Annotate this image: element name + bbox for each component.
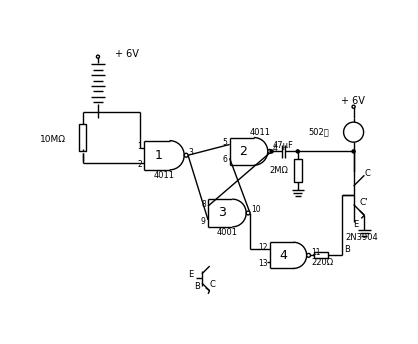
Bar [294,159,302,182]
Circle shape [270,150,273,153]
Text: 10MΩ: 10MΩ [40,135,66,144]
Bar [314,252,328,258]
Text: 1: 1 [155,149,163,162]
Circle shape [344,122,364,142]
Bar [79,125,87,151]
Text: 9: 9 [201,217,206,226]
Circle shape [352,150,355,153]
Text: B: B [344,245,350,254]
Text: 12: 12 [258,243,268,252]
Text: E: E [353,220,359,229]
Text: 4: 4 [280,249,288,262]
Text: 11: 11 [311,248,321,257]
Text: 3: 3 [189,148,194,157]
Text: C: C [210,280,216,289]
Text: 3: 3 [218,206,226,219]
Text: 502灯: 502灯 [308,128,329,137]
Text: E: E [189,270,194,279]
Circle shape [246,211,250,215]
Text: C: C [364,169,370,178]
Text: 47μF: 47μF [273,141,294,150]
Text: 4: 4 [273,144,277,153]
Circle shape [352,105,355,108]
Circle shape [184,153,188,157]
Text: 13: 13 [258,259,268,268]
Text: 4011: 4011 [154,171,175,180]
Text: 4011: 4011 [249,128,270,137]
Circle shape [268,149,272,153]
Text: 1: 1 [137,142,142,151]
Text: 6: 6 [222,155,227,164]
Text: 5: 5 [222,138,227,148]
Text: 2MΩ: 2MΩ [270,166,288,175]
Circle shape [296,150,299,153]
Text: C': C' [360,198,369,207]
Text: + 6V: + 6V [115,49,139,58]
Text: 220Ω: 220Ω [311,258,334,267]
Text: 2: 2 [137,160,142,169]
Text: 4001: 4001 [217,228,238,237]
Circle shape [307,254,311,257]
Text: B: B [194,282,200,291]
Text: 8: 8 [201,200,206,209]
Text: 2: 2 [240,145,247,158]
Circle shape [97,55,99,58]
Text: 10: 10 [251,205,260,214]
Text: + 6V: + 6V [341,96,365,106]
Text: 2N3904: 2N3904 [345,233,378,242]
